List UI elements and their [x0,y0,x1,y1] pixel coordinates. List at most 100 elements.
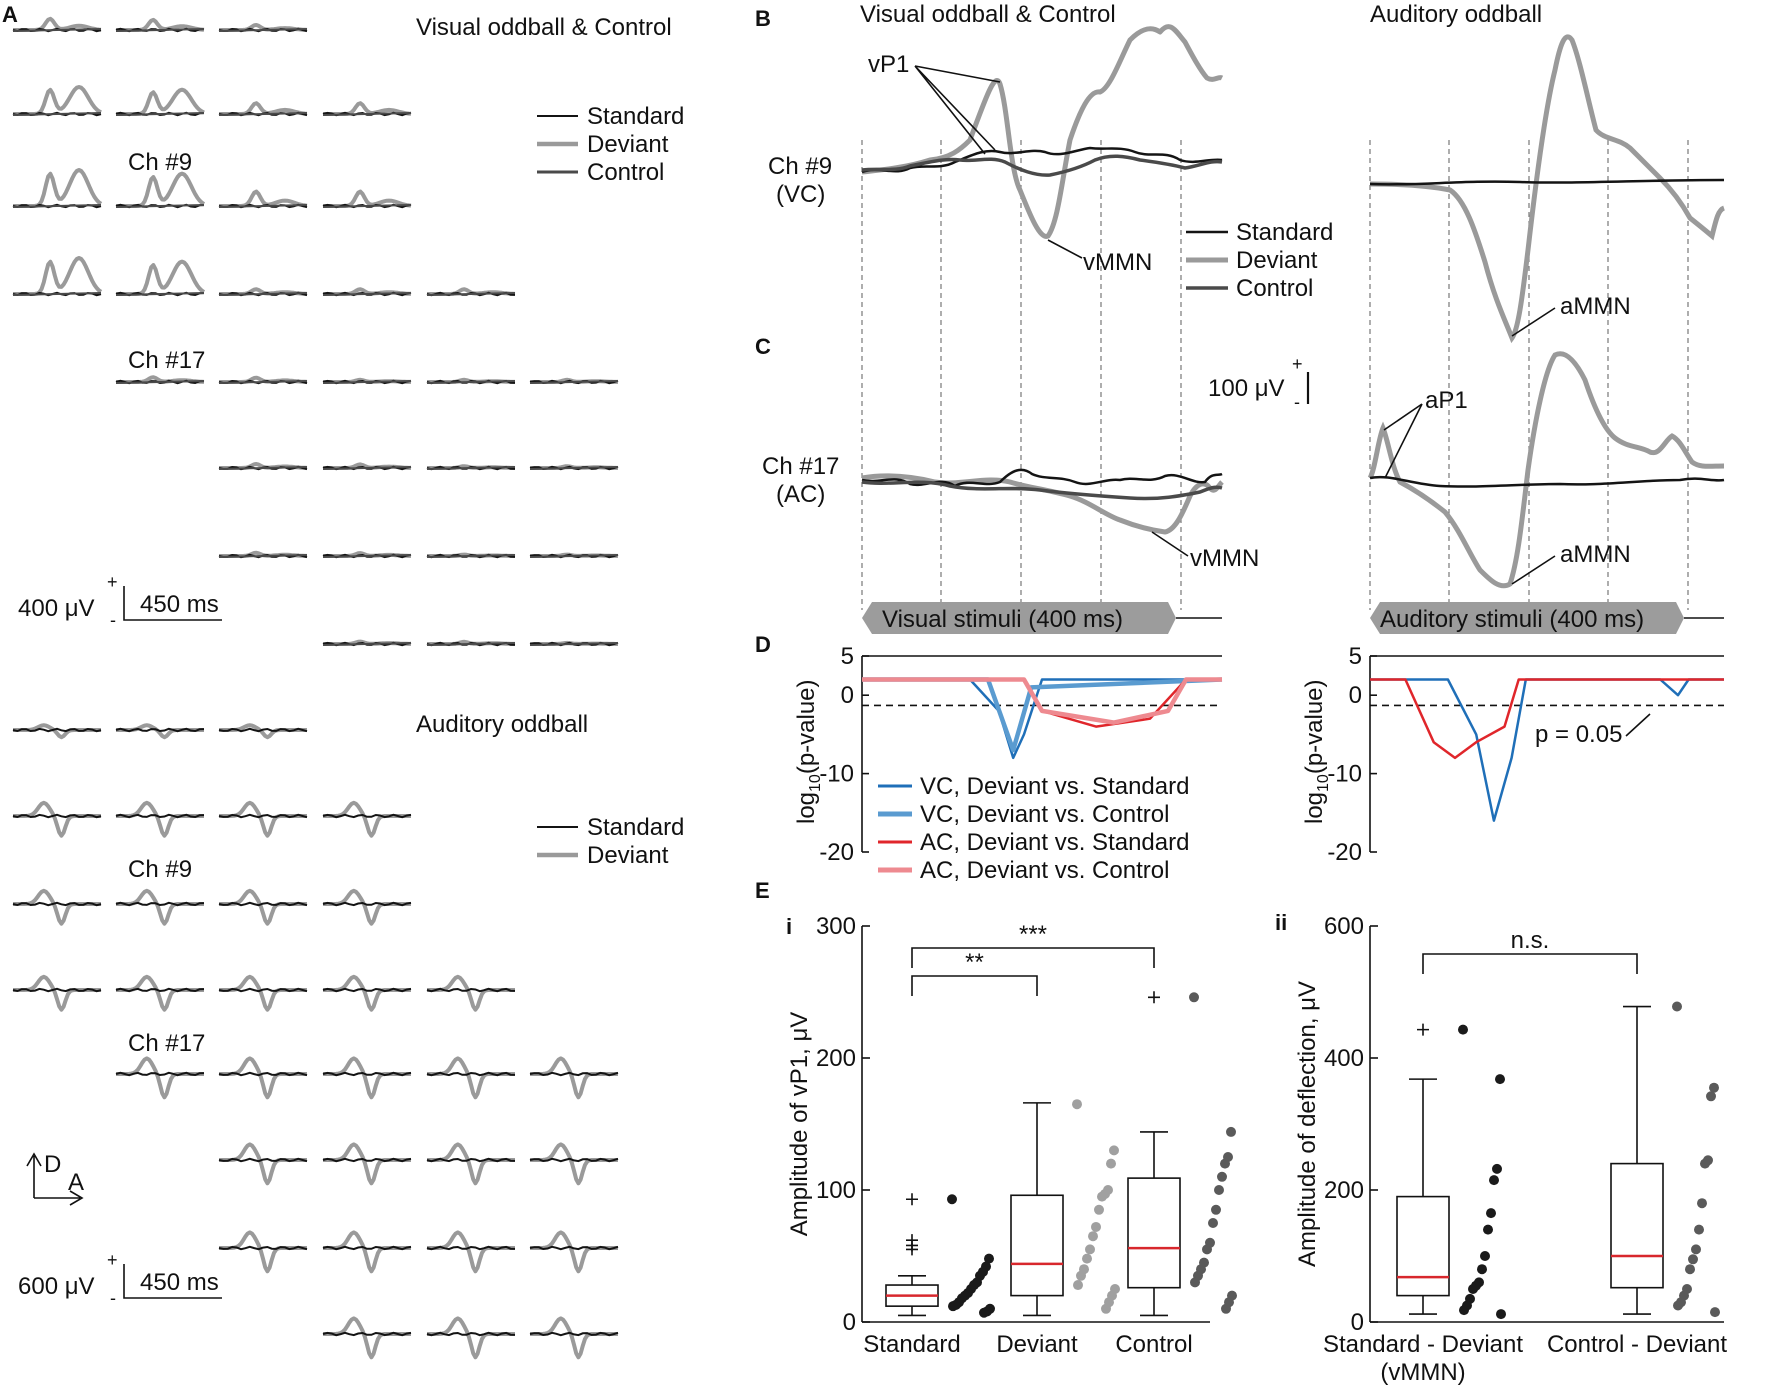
channel-label: Ch #9 [768,153,832,180]
data-point [1189,992,1199,1003]
legend-vc-std: VC, Deviant vs. Standard [920,773,1189,800]
channel-label-ch17: Ch #17 [128,347,205,374]
legend-deviant: Deviant [1236,247,1318,274]
annot-ammn: aMMN [1560,541,1631,568]
annotations: vP1 vMMN aMMN vMMN aP1 aMMN [868,51,1631,585]
panel-e: E i ii 0 100 200 300 Amplitude of vP1, μV Sta… [755,878,1727,1386]
data-point [1082,1253,1092,1264]
trace-control [218,112,308,116]
trace-control [322,642,412,646]
panel-c-scale: 100 μV + - [1208,354,1310,412]
panel-b-visual-title: Visual oddball & Control [860,1,1116,28]
significance-bracket [911,947,1155,968]
data-point [1221,1303,1231,1314]
trace-control [218,380,308,384]
y-axis-label: log10(p-value) [793,679,824,824]
data-point [1486,1208,1496,1219]
trace-control [12,28,102,32]
data-point [1097,1191,1107,1202]
series-0 [1370,678,1724,822]
outlier-marker [906,1243,918,1256]
trace-deviant [219,800,307,838]
panel-label-e: E [755,878,770,903]
significance-label: ** [965,949,984,976]
data-point [1211,1204,1221,1215]
trace-deviant [116,259,206,296]
data-point [1706,1091,1716,1102]
trace-deviant [13,888,101,926]
trace-control [115,112,205,116]
auditory-stimulus-label: Auditory stimuli (400 ms) [1380,606,1644,633]
trace-standard [115,813,205,819]
data-point [1688,1254,1698,1265]
panel-label-c: C [755,334,771,359]
trace-control [218,554,308,558]
y-tick-label: 5 [1349,643,1362,670]
trace-standard [218,1157,308,1163]
trace-deviant [323,1316,411,1360]
trace-deviant [861,24,1224,239]
trace-control [218,466,308,470]
trace-control [529,380,619,384]
auditory-electrode-grid [12,723,619,1360]
trace-deviant [530,1316,618,1360]
data-point [1214,1185,1224,1195]
visual-stimulus-bar: Visual stimuli (400 ms) [862,602,1222,634]
trace-control [861,154,1223,177]
channel-label-ch9: Ch #9 [128,856,192,883]
trace-standard [322,1245,412,1251]
scale-amp: 100 μV [1208,375,1285,402]
trace-control [529,642,619,646]
scale-minus: - [1294,392,1300,412]
trace-standard [115,727,205,733]
trace-control [218,28,308,32]
trace-deviant [323,189,412,208]
panel-label-d: D [755,632,771,657]
data-point [984,1253,994,1264]
trace-standard [426,987,516,993]
trace-control [322,380,412,384]
trace-standard [115,901,205,907]
stimulus-bar-shape [862,602,1176,634]
scale-plus: + [107,572,118,592]
data-point [1468,1284,1478,1294]
x-category-label: Deviant [996,1331,1078,1358]
x-category-label: Standard - Deviant [1323,1331,1523,1358]
trace-control [426,466,516,470]
trace-standard [529,1157,619,1163]
trace-deviant [13,974,101,1012]
trace-control [115,380,205,384]
trace-deviant [219,1230,307,1274]
trace-standard [1369,475,1725,488]
trace-deviant [219,888,307,926]
trace-standard [218,1245,308,1251]
data-point [1202,1244,1212,1255]
trace-deviant [116,800,204,838]
box [1610,1162,1664,1289]
x-category-label: Control - Deviant [1547,1331,1727,1358]
trace-deviant [116,1056,204,1100]
annot-ap1-lines [1383,403,1423,479]
trace-standard [322,813,412,819]
data-point [947,1194,957,1205]
trace-standard [529,1245,619,1251]
trace-deviant [427,1230,515,1274]
trace-standard [218,813,308,819]
annot-vp1: vP1 [868,51,909,78]
annot-ammn-line [1511,555,1556,585]
legend-ac-std: AC, Deviant vs. Standard [920,829,1189,856]
trace-standard [426,1071,516,1077]
y-tick-label: 100 [816,1177,856,1204]
y-tick-label: 400 [1324,1045,1364,1072]
trace-standard [529,1071,619,1077]
data-point [1459,1305,1469,1316]
data-point [1106,1158,1116,1169]
trace-standard [426,1331,516,1337]
panel-label-ei: i [786,914,792,939]
trace-control [529,466,619,470]
scale-plus: + [107,1250,118,1270]
trace-standard [322,901,412,907]
stimulus-bar-shape [1370,602,1684,634]
threshold-label-line [1625,713,1651,737]
trace-standard [861,146,1223,174]
